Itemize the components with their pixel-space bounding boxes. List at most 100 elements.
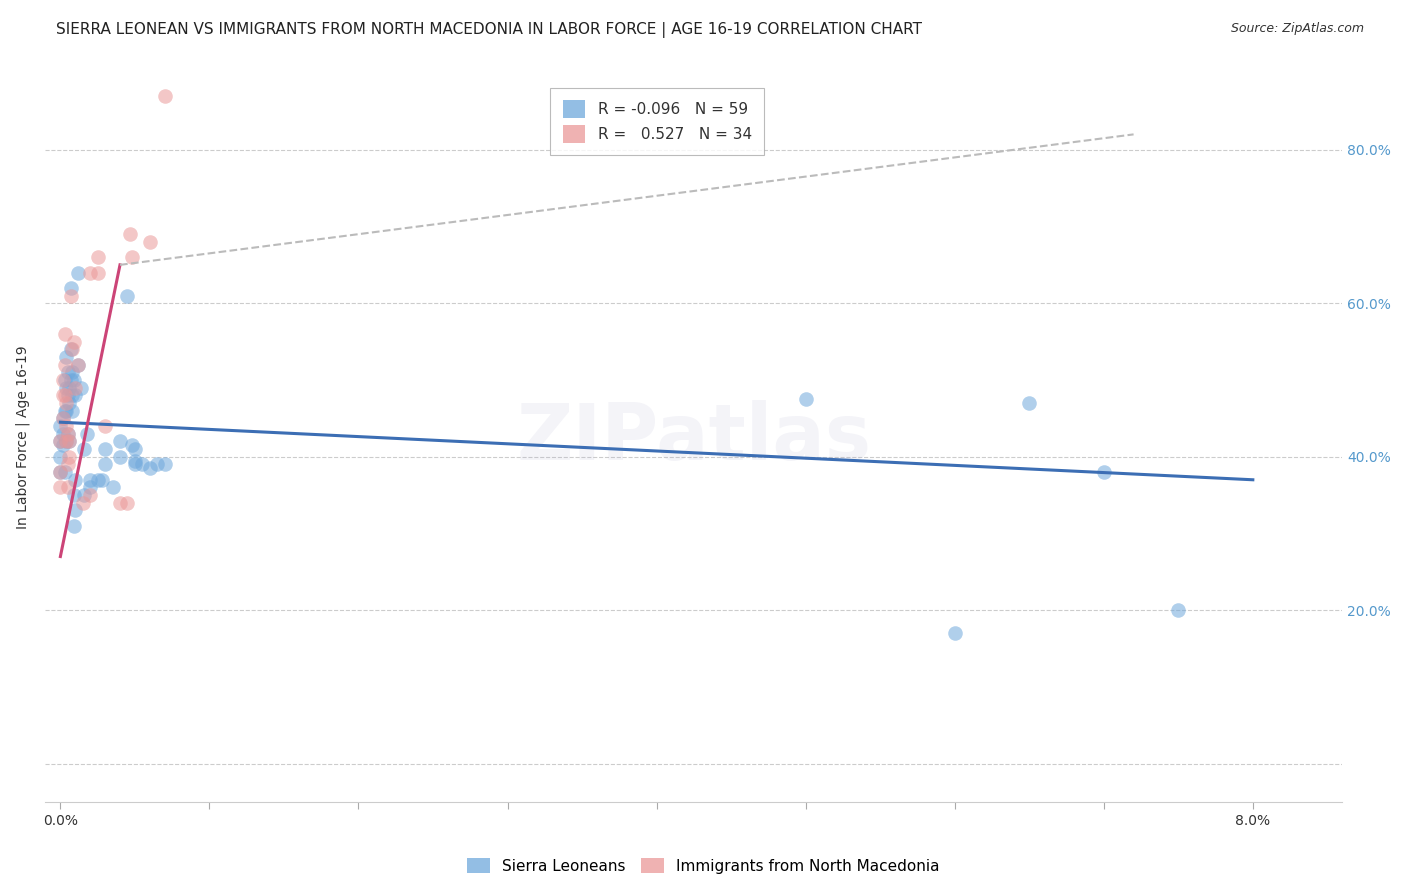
Point (79, 480, 101, 494)
Point (56, 480, 79, 494)
Point (59, 281, 82, 295)
Point (73, 442, 96, 456)
Point (86, 266, 108, 280)
Point (1167, 603, 1189, 617)
Point (146, 458, 169, 472)
Point (49, 480, 72, 494)
Point (65, 388, 87, 402)
Point (76, 426, 98, 441)
Point (62, 488, 84, 502)
Point (1092, 465, 1115, 479)
Point (108, 434, 131, 449)
Y-axis label: In Labor Force | Age 16-19: In Labor Force | Age 16-19 (15, 346, 30, 529)
Point (49, 450, 72, 464)
Point (60, 388, 83, 402)
Point (94, 419, 117, 434)
Point (55, 396, 77, 410)
Point (65, 381, 87, 395)
Point (52, 426, 75, 441)
Point (139, 461, 162, 475)
Point (58, 396, 80, 410)
Point (53, 358, 76, 372)
Point (56, 426, 79, 441)
Point (1018, 396, 1040, 410)
Point (55, 403, 77, 417)
Point (60, 365, 83, 379)
Point (58, 434, 80, 449)
Point (86, 473, 108, 487)
Point (55, 434, 77, 449)
Point (120, 227, 142, 242)
Point (52, 411, 75, 425)
Text: ZIPatlas: ZIPatlas (516, 400, 872, 475)
Point (139, 235, 162, 249)
Point (79, 473, 101, 487)
Point (131, 458, 153, 472)
Point (73, 488, 96, 502)
Point (62, 518, 84, 533)
Point (121, 250, 143, 264)
Point (65, 503, 87, 517)
Point (49, 434, 72, 449)
Point (55, 381, 77, 395)
Point (108, 496, 131, 510)
Point (56, 365, 79, 379)
Point (67, 358, 90, 372)
Point (70, 381, 93, 395)
Point (58, 450, 80, 464)
Point (53, 373, 76, 387)
Point (62, 334, 84, 349)
Point (124, 442, 146, 456)
Point (55, 350, 77, 364)
Point (49, 419, 72, 434)
Point (56, 426, 79, 441)
Point (94, 442, 117, 456)
Point (117, 288, 139, 302)
Point (124, 453, 146, 467)
Point (108, 450, 131, 464)
Point (72, 496, 94, 510)
Point (53, 326, 76, 341)
Point (67, 358, 90, 372)
Point (52, 438, 75, 452)
Point (52, 411, 75, 425)
Point (53, 465, 76, 479)
Point (117, 496, 139, 510)
Text: Source: ZipAtlas.com: Source: ZipAtlas.com (1230, 22, 1364, 36)
Point (101, 480, 124, 494)
Point (94, 458, 117, 472)
Point (60, 343, 83, 357)
Text: SIERRA LEONEAN VS IMMIGRANTS FROM NORTH MACEDONIA IN LABOR FORCE | AGE 16-19 COR: SIERRA LEONEAN VS IMMIGRANTS FROM NORTH … (56, 22, 922, 38)
Point (59, 373, 82, 387)
Point (59, 288, 82, 302)
Point (52, 388, 75, 402)
Point (49, 465, 72, 479)
Point (55, 434, 77, 449)
Point (60, 403, 83, 417)
Point (52, 373, 75, 387)
Point (153, 458, 176, 472)
Point (91, 473, 114, 487)
Point (121, 438, 143, 452)
Point (58, 434, 80, 449)
Point (86, 250, 108, 264)
Point (79, 488, 101, 502)
Point (794, 392, 817, 407)
Point (67, 266, 90, 280)
Point (58, 381, 80, 395)
Legend: R = -0.096   N = 59, R =   0.527   N = 34: R = -0.096 N = 59, R = 0.527 N = 34 (550, 88, 763, 155)
Point (124, 458, 146, 472)
Point (55, 419, 77, 434)
Point (56, 458, 79, 472)
Point (53, 388, 76, 402)
Point (49, 434, 72, 449)
Point (79, 266, 101, 280)
Point (62, 373, 84, 387)
Point (56, 388, 79, 402)
Legend: Sierra Leoneans, Immigrants from North Macedonia: Sierra Leoneans, Immigrants from North M… (461, 852, 945, 880)
Point (943, 626, 966, 640)
Point (49, 465, 72, 479)
Point (53, 403, 76, 417)
Point (65, 473, 87, 487)
Point (153, 89, 176, 103)
